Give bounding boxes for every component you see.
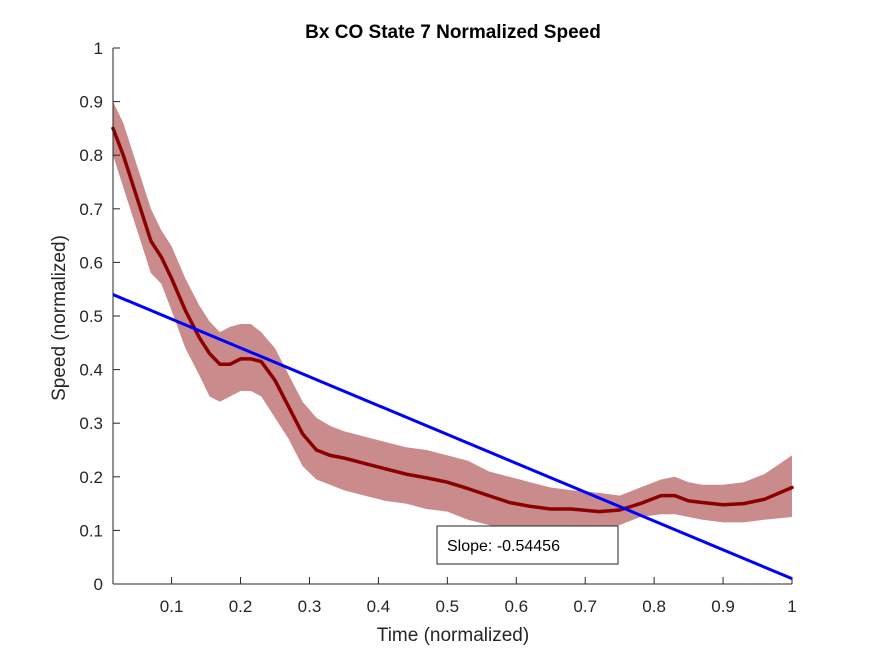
slope-annotation-text: Slope: -0.54456 xyxy=(447,538,560,555)
mean-speed-line xyxy=(111,126,794,514)
x-tick-label: 0.1 xyxy=(160,597,184,616)
axes: 0.1 0.2 0.3 0.4 0.5 0.6 0.7 0.8 0.9 1 00.10.20.30… xyxy=(79,39,796,616)
x-axis-ticks: 0.1 0.2 0.3 0.4 0.5 0.6 0.7 0.8 0.9 1 xyxy=(160,577,797,616)
x-tick-label: 0.8 xyxy=(642,597,666,616)
y-tick-label: 0.5 xyxy=(79,307,103,326)
x-tick-label: 0.7 xyxy=(573,597,597,616)
x-tick-label: 0.5 xyxy=(436,597,460,616)
x-tick-label: 0.6 xyxy=(504,597,528,616)
confidence-band xyxy=(113,101,792,534)
x-tick-label: 0.3 xyxy=(298,597,322,616)
linear-fit-line xyxy=(112,293,793,581)
x-tick-label: 0.9 xyxy=(711,597,735,616)
y-tick-label: 0.4 xyxy=(79,361,103,380)
x-tick-label: 1 xyxy=(787,597,796,616)
y-tick-label: 0.9 xyxy=(79,93,103,112)
y-tick-label: 0.8 xyxy=(79,146,103,165)
y-tick-label: 0 xyxy=(94,575,103,594)
y-tick-label: 0.2 xyxy=(79,468,103,487)
y-tick-label: 0.7 xyxy=(79,200,103,219)
chart-title: Bx CO State 7 Normalized Speed xyxy=(305,22,601,43)
slope-annotation: Slope: -0.54456 xyxy=(436,525,619,565)
y-tick-label: 0.6 xyxy=(79,253,103,272)
y-axis-ticks: 0 0.1 0.2 0.3 0.4 0.5 0.6 0.7 0.8 0.9 1 xyxy=(79,39,120,594)
x-tick-label: 0.2 xyxy=(229,597,253,616)
x-axis-label: Time (normalized) xyxy=(377,625,529,646)
y-tick-label: 0.3 xyxy=(79,414,103,433)
plot-area xyxy=(111,101,794,581)
y-tick-label: 1 xyxy=(94,39,103,58)
y-axis-label: Speed (normalized) xyxy=(49,235,70,401)
x-tick-label: 0.4 xyxy=(367,597,391,616)
y-tick-label: 0.1 xyxy=(79,521,103,540)
